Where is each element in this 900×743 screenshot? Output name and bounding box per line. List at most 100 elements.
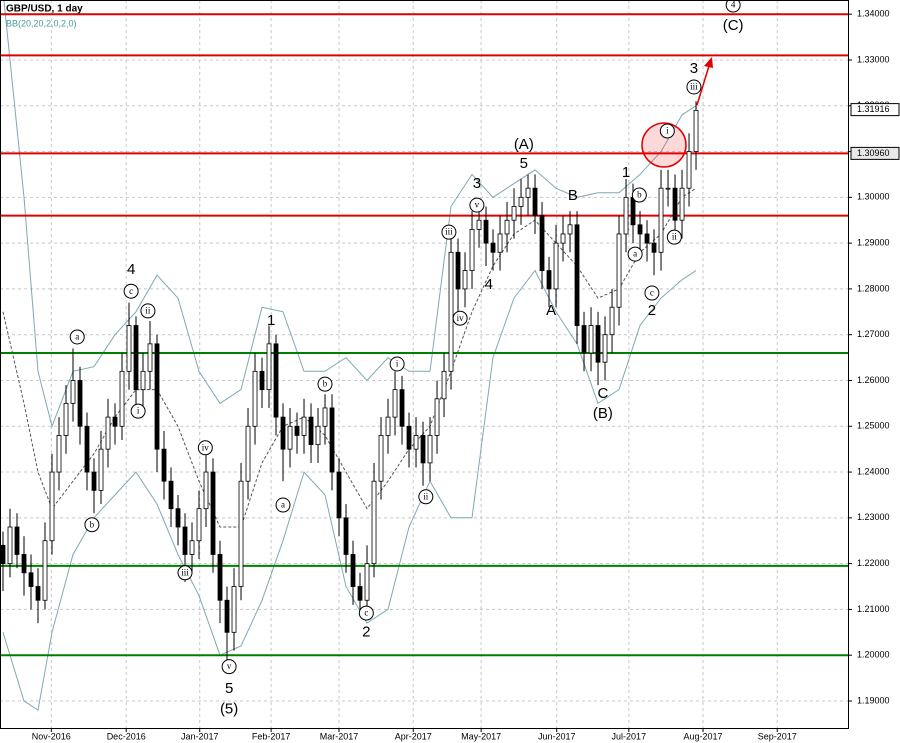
candle-body — [427, 435, 433, 464]
candle-body — [35, 586, 41, 601]
candle-body — [140, 370, 146, 391]
candle-body — [364, 563, 370, 601]
annotation-circle — [177, 565, 193, 581]
annotation: iv — [202, 442, 210, 452]
y-tick-label: 1.23000 — [857, 512, 890, 522]
candle-body — [301, 416, 307, 436]
annotation: iv — [457, 313, 465, 323]
annotation-circle — [130, 403, 146, 419]
y-tick-label: 1.24000 — [857, 466, 890, 476]
annotation-circle — [140, 303, 156, 319]
price-label-box — [850, 103, 900, 117]
candle-body — [616, 233, 622, 308]
annotations: 4caiiibiviiiv5(5)1abc2iiiiiiivv34(A)5BAC… — [69, 0, 744, 718]
x-tick-label: Aug-2017 — [684, 731, 723, 741]
x-tick-label: Dec-2016 — [107, 731, 146, 741]
annotation: c — [129, 286, 133, 296]
y-tick-label: 1.27000 — [857, 329, 890, 339]
annotation-circle — [627, 246, 643, 262]
annotation: 4 — [731, 0, 736, 10]
candle-body — [147, 343, 153, 372]
annotation-circle — [686, 79, 702, 95]
levels — [0, 13, 848, 657]
candle-body — [378, 435, 384, 482]
x-tick-label: Jan-2017 — [181, 731, 219, 741]
candle-body — [252, 370, 258, 427]
candle-body — [154, 343, 160, 450]
candle-body — [287, 425, 293, 450]
candle-body — [259, 370, 265, 391]
candle-body — [273, 343, 279, 418]
annotation-circle — [123, 283, 139, 299]
x-tick-label: Nov-2016 — [32, 731, 71, 741]
annotation: (A) — [514, 136, 534, 153]
candle-body — [0, 544, 6, 565]
x-tick-label: Sep-2017 — [758, 731, 797, 741]
candle-body — [455, 251, 461, 290]
candle-body — [406, 425, 412, 450]
annotation: c — [650, 288, 654, 298]
candle-body — [609, 306, 615, 336]
annotation: c — [364, 608, 368, 618]
candle-body — [525, 187, 531, 198]
candle-body — [175, 508, 181, 528]
candle-body — [308, 416, 314, 445]
candle-body — [14, 526, 20, 555]
y-tick-label: 1.30000 — [857, 192, 890, 202]
candle-body — [518, 196, 524, 207]
annotation-circle — [275, 497, 291, 513]
candle-body — [280, 416, 286, 450]
annotation-circle — [389, 356, 405, 372]
annotation: ii — [423, 491, 429, 501]
annotation: 4 — [127, 261, 135, 278]
candle-body — [21, 554, 27, 574]
annotation: iii — [181, 567, 189, 577]
y-tick-label: 1.28000 — [857, 283, 890, 293]
candle-body — [196, 508, 202, 542]
annotation: 1 — [267, 312, 275, 329]
annotation: B — [568, 187, 578, 204]
candle-body — [434, 398, 440, 436]
candle-body — [210, 471, 216, 555]
annotation: a — [281, 500, 285, 510]
x-tick-label: Mar-2017 — [320, 731, 359, 741]
candle-body — [560, 233, 566, 244]
highlight-circle — [641, 122, 687, 168]
candle-body — [294, 425, 300, 436]
y-tick-label: 1.26000 — [857, 375, 890, 385]
candle-body — [595, 325, 601, 363]
candle-body — [413, 435, 419, 450]
x-tick-label: Jun-2017 — [538, 731, 576, 741]
candle-body — [315, 425, 321, 445]
annotation-circle — [221, 659, 237, 675]
candle-body — [245, 425, 251, 482]
annotation: 5 — [225, 680, 233, 697]
candle-body — [679, 187, 685, 221]
candle-body — [644, 233, 650, 244]
annotation: 4 — [485, 276, 493, 293]
candle-body — [553, 242, 559, 290]
candle-body — [672, 187, 678, 221]
y-tick-label: 1.21000 — [857, 604, 890, 614]
candle-body — [651, 242, 657, 253]
annotation-circle — [452, 310, 468, 326]
candle-body — [693, 109, 699, 152]
candle-body — [476, 219, 482, 230]
candle-body — [658, 187, 664, 253]
annotation-circle — [441, 224, 457, 240]
candle-body — [28, 572, 34, 587]
x-tick-label: May-2017 — [461, 731, 501, 741]
annotation-circle — [666, 229, 682, 245]
candle-body — [336, 471, 342, 519]
candle-body — [490, 242, 496, 253]
candle-body — [630, 196, 636, 226]
arrow-head — [704, 57, 713, 68]
price-label-box — [850, 146, 900, 160]
candle-body — [462, 270, 468, 290]
x-tick-label: Feb-2017 — [252, 731, 291, 741]
annotation: a — [75, 332, 79, 342]
annotation: b — [323, 379, 328, 389]
candle-body — [469, 228, 475, 271]
x-tick-label: Apr-2017 — [395, 731, 432, 741]
